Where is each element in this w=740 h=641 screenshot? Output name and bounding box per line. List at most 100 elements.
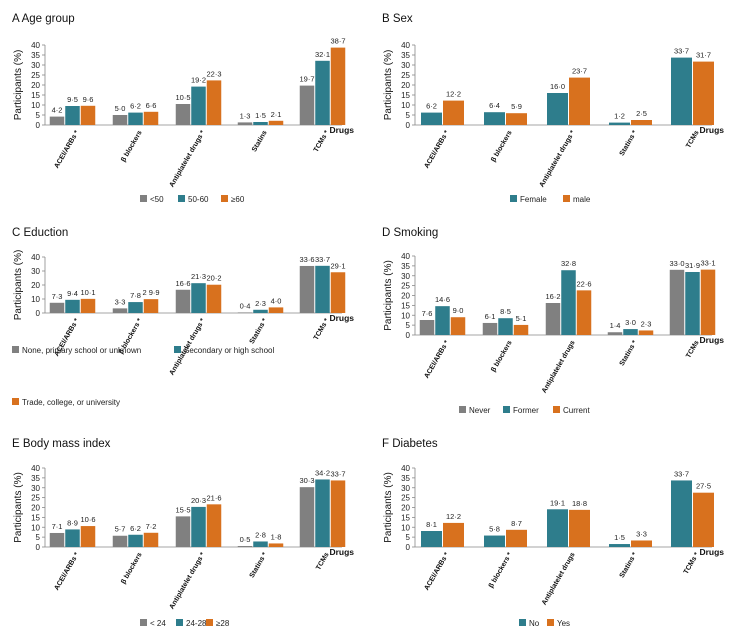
data-label: 5·0 [115, 104, 126, 113]
y-tick-label: 40 [401, 252, 410, 261]
bar-b-1-0 [484, 112, 505, 125]
data-label: 6·4 [489, 101, 500, 110]
bar-c-1-0 [112, 308, 128, 313]
legend-label: Secondary or high school [184, 346, 275, 355]
data-label: 34·2 [315, 468, 330, 477]
x-tick-label: β blockers * [488, 551, 514, 589]
bar-c-4-0 [299, 265, 315, 313]
data-label: 1·8 [271, 532, 282, 541]
legend-swatch [553, 406, 560, 413]
x-tick-label: Antiplatelet drugs * [169, 551, 207, 610]
y-tick-label: 25 [401, 494, 410, 503]
y-axis-label: Participants (%) [383, 260, 394, 331]
data-label: 5·8 [489, 525, 500, 534]
bar-f-3-0 [609, 544, 630, 547]
legend-label: Current [563, 406, 590, 415]
data-label: 33·6 [299, 255, 314, 264]
data-label: 14·6 [435, 295, 450, 304]
data-label: 7·2 [146, 522, 157, 531]
data-label: 9·6 [83, 95, 94, 104]
y-tick-label: 20 [401, 81, 410, 90]
bar-a-3-2 [268, 120, 284, 125]
x-tick-label: ACEI/ARBs * [423, 339, 450, 379]
data-label: 38·7 [330, 37, 345, 46]
y-tick-label: 15 [401, 301, 410, 310]
data-label: 3·3 [115, 297, 126, 306]
bar-b-1-1 [506, 113, 527, 125]
data-label: 2·3 [255, 299, 266, 308]
y-axis-label: Participants (%) [13, 50, 24, 121]
data-label: 3·3 [636, 529, 647, 538]
legend-swatch [221, 195, 228, 202]
panel-title: A Age group [12, 13, 75, 25]
x-tick-label: TCMs [685, 339, 701, 359]
legend-label: 50-60 [188, 195, 209, 204]
bar-d-2-0 [545, 303, 561, 335]
bar-d-2-2 [576, 290, 592, 335]
x-tick-label: Antiplatelet drugs [541, 339, 577, 394]
data-label: 7·1 [52, 522, 63, 531]
data-label: 20·2 [206, 274, 221, 283]
panel-title: F Diabetes [382, 438, 438, 450]
data-label: 20·3 [191, 496, 206, 505]
y-tick-label: 35 [401, 474, 410, 483]
y-tick-label: 25 [31, 494, 40, 503]
bar-d-3-2 [638, 330, 654, 335]
bar-d-3-1 [623, 329, 638, 335]
x-tick-label: ACEI/ARBs * [53, 129, 80, 169]
data-label: 33·7 [330, 469, 345, 478]
bar-d-1-2 [513, 324, 529, 335]
data-label: 5·9 [511, 102, 522, 111]
bar-e-2-1 [191, 506, 206, 547]
data-label: 16·0 [550, 82, 565, 91]
y-tick-label: 15 [401, 513, 410, 522]
y-tick-label: 35 [31, 474, 40, 483]
y-axis-label: Participants (%) [383, 50, 394, 121]
x-tick-label: ACEI/ARBs * [423, 129, 450, 169]
bar-c-1-1 [128, 302, 143, 313]
bar-b-3-0 [609, 122, 630, 125]
y-tick-label: 40 [401, 41, 410, 50]
data-label: 5·7 [115, 525, 126, 534]
data-label: 30·3 [299, 476, 314, 485]
bar-a-0-1 [65, 106, 80, 125]
y-tick-label: 20 [401, 504, 410, 513]
bar-e-4-2 [330, 480, 346, 547]
data-label: 10·6 [80, 515, 95, 524]
bar-d-1-0 [482, 322, 498, 335]
bar-b-3-1 [631, 120, 652, 125]
legend-label: male [573, 195, 591, 204]
bar-e-3-2 [268, 543, 284, 547]
bar-d-0-0 [419, 319, 435, 335]
data-label: 29·1 [330, 261, 345, 270]
bar-c-4-2 [330, 272, 346, 313]
data-label: 1·3 [240, 111, 251, 120]
bar-e-3-1 [253, 541, 268, 547]
y-tick-label: 15 [31, 513, 40, 522]
bar-a-1-1 [128, 112, 143, 125]
y-tick-label: 40 [31, 253, 40, 262]
y-tick-label: 40 [31, 41, 40, 50]
bar-e-1-2 [143, 532, 159, 547]
bar-c-4-1 [315, 265, 330, 313]
data-label: 19·7 [299, 75, 314, 84]
legend-swatch [174, 346, 181, 353]
data-label: 9·5 [67, 95, 78, 104]
y-tick-label: 25 [401, 71, 410, 80]
data-label: 33·7 [315, 255, 330, 264]
y-tick-label: 15 [31, 91, 40, 100]
panel-title: B Sex [382, 13, 413, 25]
panel-f-chart: F Diabetes Participants (%) 05101520253035… [382, 438, 724, 628]
data-label: 12·2 [446, 512, 461, 521]
x-tick-label: β blockers [490, 339, 514, 373]
data-label: 21·6 [206, 493, 221, 502]
y-tick-label: 30 [31, 267, 40, 276]
data-label: 16·2 [545, 292, 560, 301]
data-label: 2·3 [641, 319, 652, 328]
bar-c-0-2 [80, 298, 96, 313]
x-tick-label: Antiplatelet drugs * [539, 129, 577, 188]
x-tick-label: Statins * [619, 551, 639, 579]
bar-a-0-2 [80, 105, 96, 125]
legend-swatch [519, 619, 526, 626]
